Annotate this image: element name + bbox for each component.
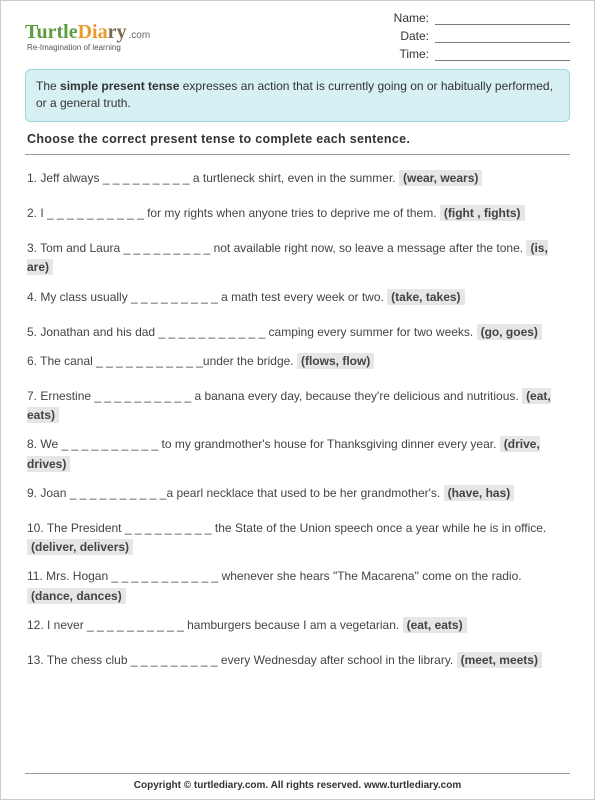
question-choice: (take, takes) (387, 289, 464, 305)
question-item: 8. We _ _ _ _ _ _ _ _ _ _ to my grandmot… (27, 435, 568, 473)
question-item: 5. Jonathan and his dad _ _ _ _ _ _ _ _ … (27, 323, 568, 342)
question-text: The chess club _ _ _ _ _ _ _ _ _ every W… (47, 653, 457, 667)
question-item: 9. Joan _ _ _ _ _ _ _ _ _ _a pearl neckl… (27, 484, 568, 503)
question-text: Mrs. Hogan _ _ _ _ _ _ _ _ _ _ _ wheneve… (46, 569, 521, 583)
question-text: Jonathan and his dad _ _ _ _ _ _ _ _ _ _… (40, 325, 476, 339)
question-item: 4. My class usually _ _ _ _ _ _ _ _ _ a … (27, 288, 568, 307)
question-number: 2. (27, 206, 40, 220)
question-item: 6. The canal _ _ _ _ _ _ _ _ _ _ _under … (27, 352, 568, 371)
question-number: 9. (27, 486, 40, 500)
question-text: Jeff always _ _ _ _ _ _ _ _ _ a turtlene… (40, 171, 399, 185)
question-number: 1. (27, 171, 40, 185)
question-text: Joan _ _ _ _ _ _ _ _ _ _a pearl necklace… (40, 486, 443, 500)
question-text: Tom and Laura _ _ _ _ _ _ _ _ _ not avai… (40, 241, 526, 255)
question-choice: (meet, meets) (457, 652, 542, 668)
logo: TurtleDiary.com Re-Imagination of learni… (25, 21, 150, 52)
instructions: Choose the correct present tense to comp… (25, 128, 570, 155)
question-text: I _ _ _ _ _ _ _ _ _ _ for my rights when… (40, 206, 440, 220)
question-choice: (eat, eats) (403, 617, 467, 633)
name-field-row: Name: (394, 11, 570, 25)
question-number: 13. (27, 653, 47, 667)
question-item: 3. Tom and Laura _ _ _ _ _ _ _ _ _ not a… (27, 239, 568, 277)
question-number: 8. (27, 437, 40, 451)
question-item: 12. I never _ _ _ _ _ _ _ _ _ _ hamburge… (27, 616, 568, 635)
questions-list: 1. Jeff always _ _ _ _ _ _ _ _ _ a turtl… (25, 169, 570, 670)
question-number: 6. (27, 354, 40, 368)
question-item: 1. Jeff always _ _ _ _ _ _ _ _ _ a turtl… (27, 169, 568, 188)
question-item: 2. I _ _ _ _ _ _ _ _ _ _ for my rights w… (27, 204, 568, 223)
header-fields: Name: Date: Time: (394, 11, 570, 61)
date-label: Date: (400, 29, 429, 43)
question-choice: (deliver, delivers) (27, 539, 133, 555)
time-input[interactable] (435, 47, 570, 61)
footer: Copyright © turtlediary.com. All rights … (25, 773, 570, 791)
logo-dotcom: .com (129, 30, 151, 41)
question-choice: (flows, flow) (297, 353, 374, 369)
question-text: My class usually _ _ _ _ _ _ _ _ _ a mat… (40, 290, 387, 304)
question-number: 10. (27, 521, 47, 535)
question-text: Ernestine _ _ _ _ _ _ _ _ _ _ a banana e… (40, 389, 522, 403)
logo-word2: Dia (78, 21, 108, 43)
date-input[interactable] (435, 29, 570, 43)
logo-tagline: Re-Imagination of learning (27, 43, 150, 52)
question-number: 3. (27, 241, 40, 255)
question-choice: (have, has) (444, 485, 515, 501)
question-choice: (go, goes) (477, 324, 542, 340)
question-text: I never _ _ _ _ _ _ _ _ _ _ hamburgers b… (47, 618, 403, 632)
time-label: Time: (399, 47, 429, 61)
question-number: 11. (27, 569, 46, 583)
question-number: 12. (27, 618, 47, 632)
date-field-row: Date: (394, 29, 570, 43)
question-item: 10. The President _ _ _ _ _ _ _ _ _ the … (27, 519, 568, 557)
question-item: 11. Mrs. Hogan _ _ _ _ _ _ _ _ _ _ _ whe… (27, 567, 568, 605)
info-pre: The (36, 79, 60, 93)
info-box: The simple present tense expresses an ac… (25, 69, 570, 122)
name-label: Name: (394, 11, 429, 25)
question-item: 7. Ernestine _ _ _ _ _ _ _ _ _ _ a banan… (27, 387, 568, 425)
header: TurtleDiary.com Re-Imagination of learni… (25, 11, 570, 61)
question-item: 13. The chess club _ _ _ _ _ _ _ _ _ eve… (27, 651, 568, 670)
logo-word1: Turtle (25, 21, 78, 43)
question-text: We _ _ _ _ _ _ _ _ _ _ to my grandmother… (40, 437, 499, 451)
question-choice: (wear, wears) (399, 170, 482, 186)
question-number: 5. (27, 325, 40, 339)
info-bold: simple present tense (60, 79, 179, 93)
question-text: The canal _ _ _ _ _ _ _ _ _ _ _under the… (40, 354, 297, 368)
question-choice: (dance, dances) (27, 588, 126, 604)
name-input[interactable] (435, 11, 570, 25)
question-choice: (fight , fights) (440, 205, 525, 221)
logo-word3: ry (108, 21, 127, 43)
question-text: The President _ _ _ _ _ _ _ _ _ the Stat… (47, 521, 546, 535)
logo-text: TurtleDiary.com (25, 21, 150, 44)
time-field-row: Time: (394, 47, 570, 61)
question-number: 4. (27, 290, 40, 304)
question-number: 7. (27, 389, 40, 403)
